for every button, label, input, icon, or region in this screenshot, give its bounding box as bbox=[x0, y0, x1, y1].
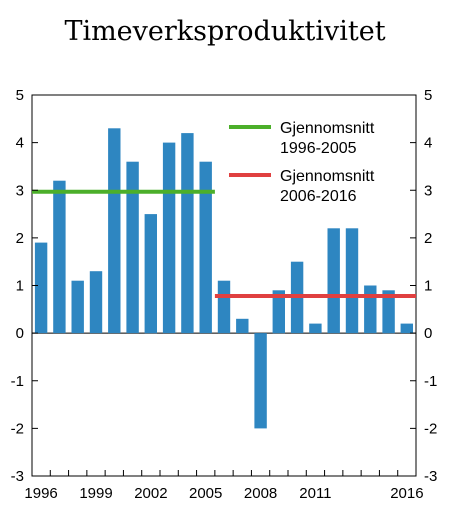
legend-label-1: Gjennomsnitt bbox=[280, 120, 375, 137]
y-tick-label-left: 5 bbox=[16, 87, 24, 104]
x-tick-label: 2002 bbox=[134, 485, 167, 502]
x-tick-label: 2011 bbox=[299, 485, 331, 502]
y-tick-label-left: -3 bbox=[11, 468, 24, 485]
x-tick-label: 1999 bbox=[79, 485, 112, 502]
y-tick-label-left: 2 bbox=[16, 230, 24, 247]
y-axis-right: 5 4 3 2 1 0 -1 -2 -3 bbox=[410, 87, 437, 485]
y-tick-label-left: 3 bbox=[16, 182, 24, 199]
bar-2002 bbox=[144, 214, 157, 334]
legend: Gjennomsnitt 1996-2005 Gjennomsnitt 2006-20… bbox=[229, 120, 375, 205]
bar-2013 bbox=[345, 228, 359, 334]
x-tick-label: 1996 bbox=[24, 485, 57, 502]
bar-1999 bbox=[89, 271, 103, 334]
y-tick-label-right: 1 bbox=[424, 278, 432, 295]
x-tick-label: 2008 bbox=[244, 485, 277, 502]
y-axis-left: 5 4 3 2 1 0 -1 -2 -3 bbox=[11, 87, 38, 485]
y-tick-label-right: 3 bbox=[424, 182, 432, 199]
y-tick-label-right: 0 bbox=[424, 325, 432, 342]
y-tick-label-left: -2 bbox=[11, 420, 24, 437]
bar-2003 bbox=[162, 142, 176, 334]
bar-2012 bbox=[327, 228, 340, 334]
x-tick-label: 2005 bbox=[189, 485, 222, 502]
bar-2015 bbox=[382, 290, 395, 334]
legend-period-2: 2006-2016 bbox=[280, 188, 357, 205]
bar-2009 bbox=[272, 290, 285, 334]
bar-2007 bbox=[236, 318, 249, 334]
bar-1996 bbox=[34, 242, 48, 334]
y-tick-label-right: -3 bbox=[424, 468, 437, 485]
legend-period-1: 1996-2005 bbox=[280, 140, 357, 157]
bar-2004 bbox=[181, 133, 194, 334]
x-tick-label: 2016 bbox=[390, 485, 423, 502]
y-tick-label-right: -2 bbox=[424, 420, 437, 437]
x-axis: 1996 1999 2002 2005 2008 2011 2016 bbox=[24, 470, 424, 502]
bar-2001 bbox=[126, 161, 139, 334]
bar-2014 bbox=[364, 285, 377, 334]
y-tick-label-left: -1 bbox=[11, 373, 24, 390]
bar-2008 bbox=[254, 333, 267, 429]
bar-2006 bbox=[217, 280, 231, 334]
chart-title: Timeverksproduktivitet bbox=[64, 16, 385, 47]
y-tick-label-right: 5 bbox=[424, 87, 432, 104]
bar-1997 bbox=[53, 180, 66, 334]
bar-2000 bbox=[108, 128, 121, 334]
y-tick-label-left: 0 bbox=[16, 325, 24, 342]
bar-2016 bbox=[400, 323, 413, 334]
legend-label-2: Gjennomsnitt bbox=[280, 168, 375, 185]
average-lines bbox=[32, 189, 416, 298]
y-tick-label-right: 4 bbox=[424, 135, 432, 152]
y-tick-label-right: -1 bbox=[424, 373, 437, 390]
bar-2005 bbox=[199, 161, 212, 334]
bar-2011 bbox=[309, 323, 322, 334]
bars bbox=[34, 128, 413, 429]
bar-1998 bbox=[71, 280, 84, 334]
y-tick-label-right: 2 bbox=[424, 230, 432, 247]
y-tick-label-left: 4 bbox=[16, 135, 24, 152]
y-tick-label-left: 1 bbox=[16, 278, 24, 295]
